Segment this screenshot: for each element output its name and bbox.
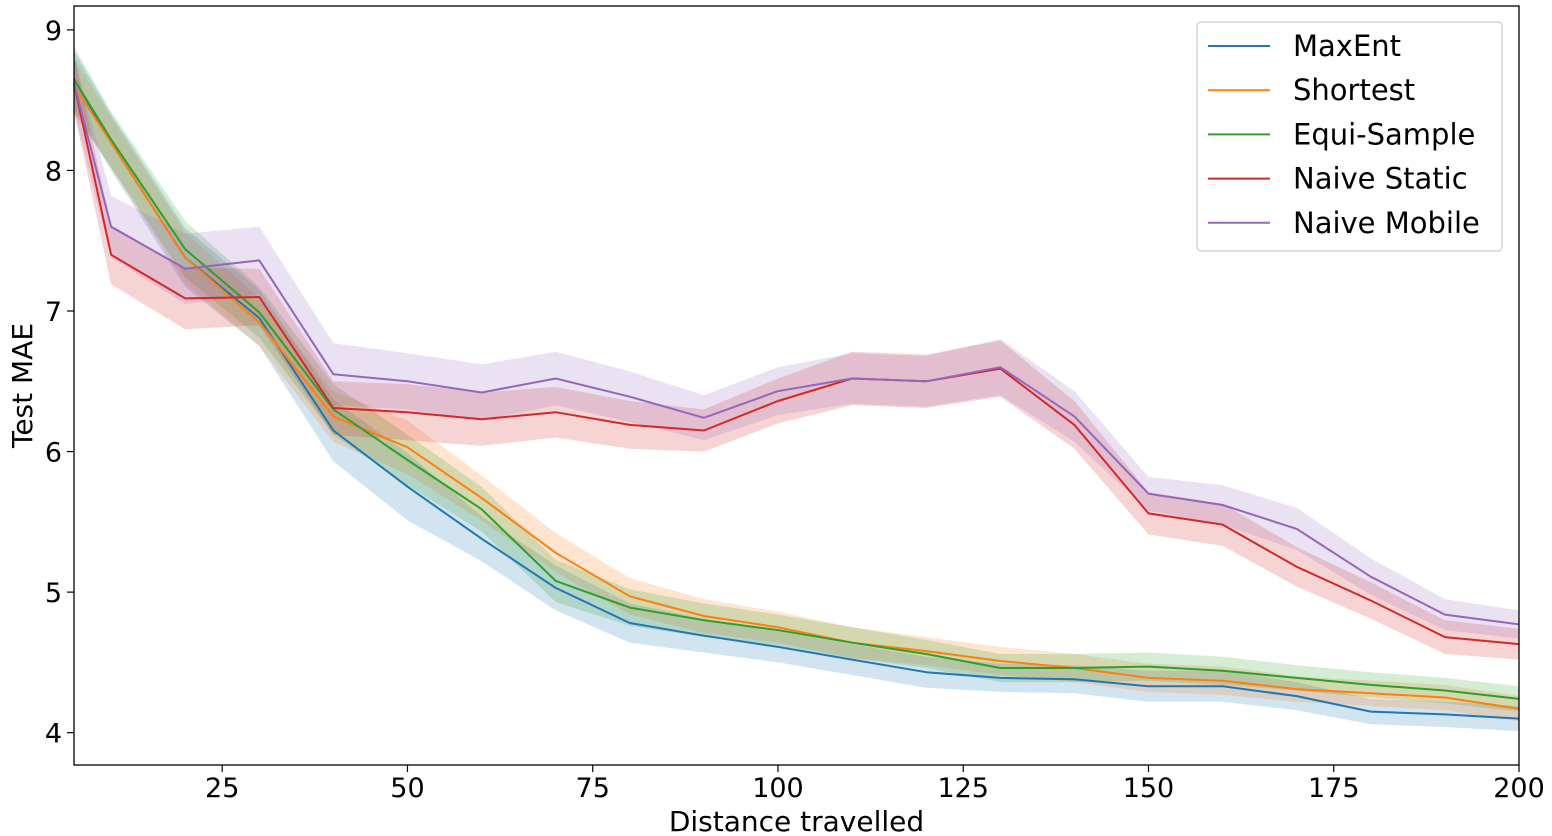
y-tick-label: 6 <box>45 438 62 469</box>
series-line-naive-mobile <box>73 83 1520 626</box>
legend-label-naive-mobile: Naive Mobile <box>1293 206 1480 240</box>
x-tick-label: 25 <box>205 773 239 804</box>
plot-area-frame <box>73 5 1520 766</box>
legend-label-shortest: Shortest <box>1293 73 1415 107</box>
y-tick-label: 5 <box>45 578 62 609</box>
confidence-bands <box>74 46 1519 732</box>
legend-label-maxent: MaxEnt <box>1293 29 1401 63</box>
y-tick-label: 4 <box>45 719 62 750</box>
x-tick-label: 100 <box>752 773 804 804</box>
x-tick-label: 175 <box>1308 773 1360 804</box>
series-line-maxent <box>73 78 1520 720</box>
y-axis-ticks: 4 5 6 7 8 9 <box>45 16 74 750</box>
x-tick-label: 125 <box>937 773 989 804</box>
x-axis-label: Distance travelled <box>669 805 924 836</box>
x-tick-label: 200 <box>1493 773 1545 804</box>
y-axis-label: Test MAE <box>6 323 39 449</box>
y-tick-label: 7 <box>45 297 62 328</box>
y-tick-label: 9 <box>45 16 62 47</box>
legend-box <box>1196 21 1503 252</box>
series-line-naive-static <box>73 83 1520 646</box>
y-tick-label: 8 <box>45 156 62 187</box>
legend-label-equi-sample: Equi-Sample <box>1293 117 1475 151</box>
legend: MaxEnt Shortest Equi-Sample Naive Static Nai… <box>1196 21 1503 252</box>
series-line-equi-sample <box>73 78 1520 700</box>
series-line-shortest <box>73 85 1520 710</box>
band-naive-static <box>74 55 1519 660</box>
legend-label-naive-static: Naive Static <box>1293 162 1468 196</box>
x-tick-label: 50 <box>390 773 424 804</box>
x-tick-label: 150 <box>1123 773 1175 804</box>
x-axis-ticks: 25 50 75 100 125 150 175 200 <box>205 765 1545 804</box>
band-naive-mobile <box>74 55 1519 639</box>
series-lines <box>73 78 1520 720</box>
x-tick-label: 75 <box>576 773 610 804</box>
